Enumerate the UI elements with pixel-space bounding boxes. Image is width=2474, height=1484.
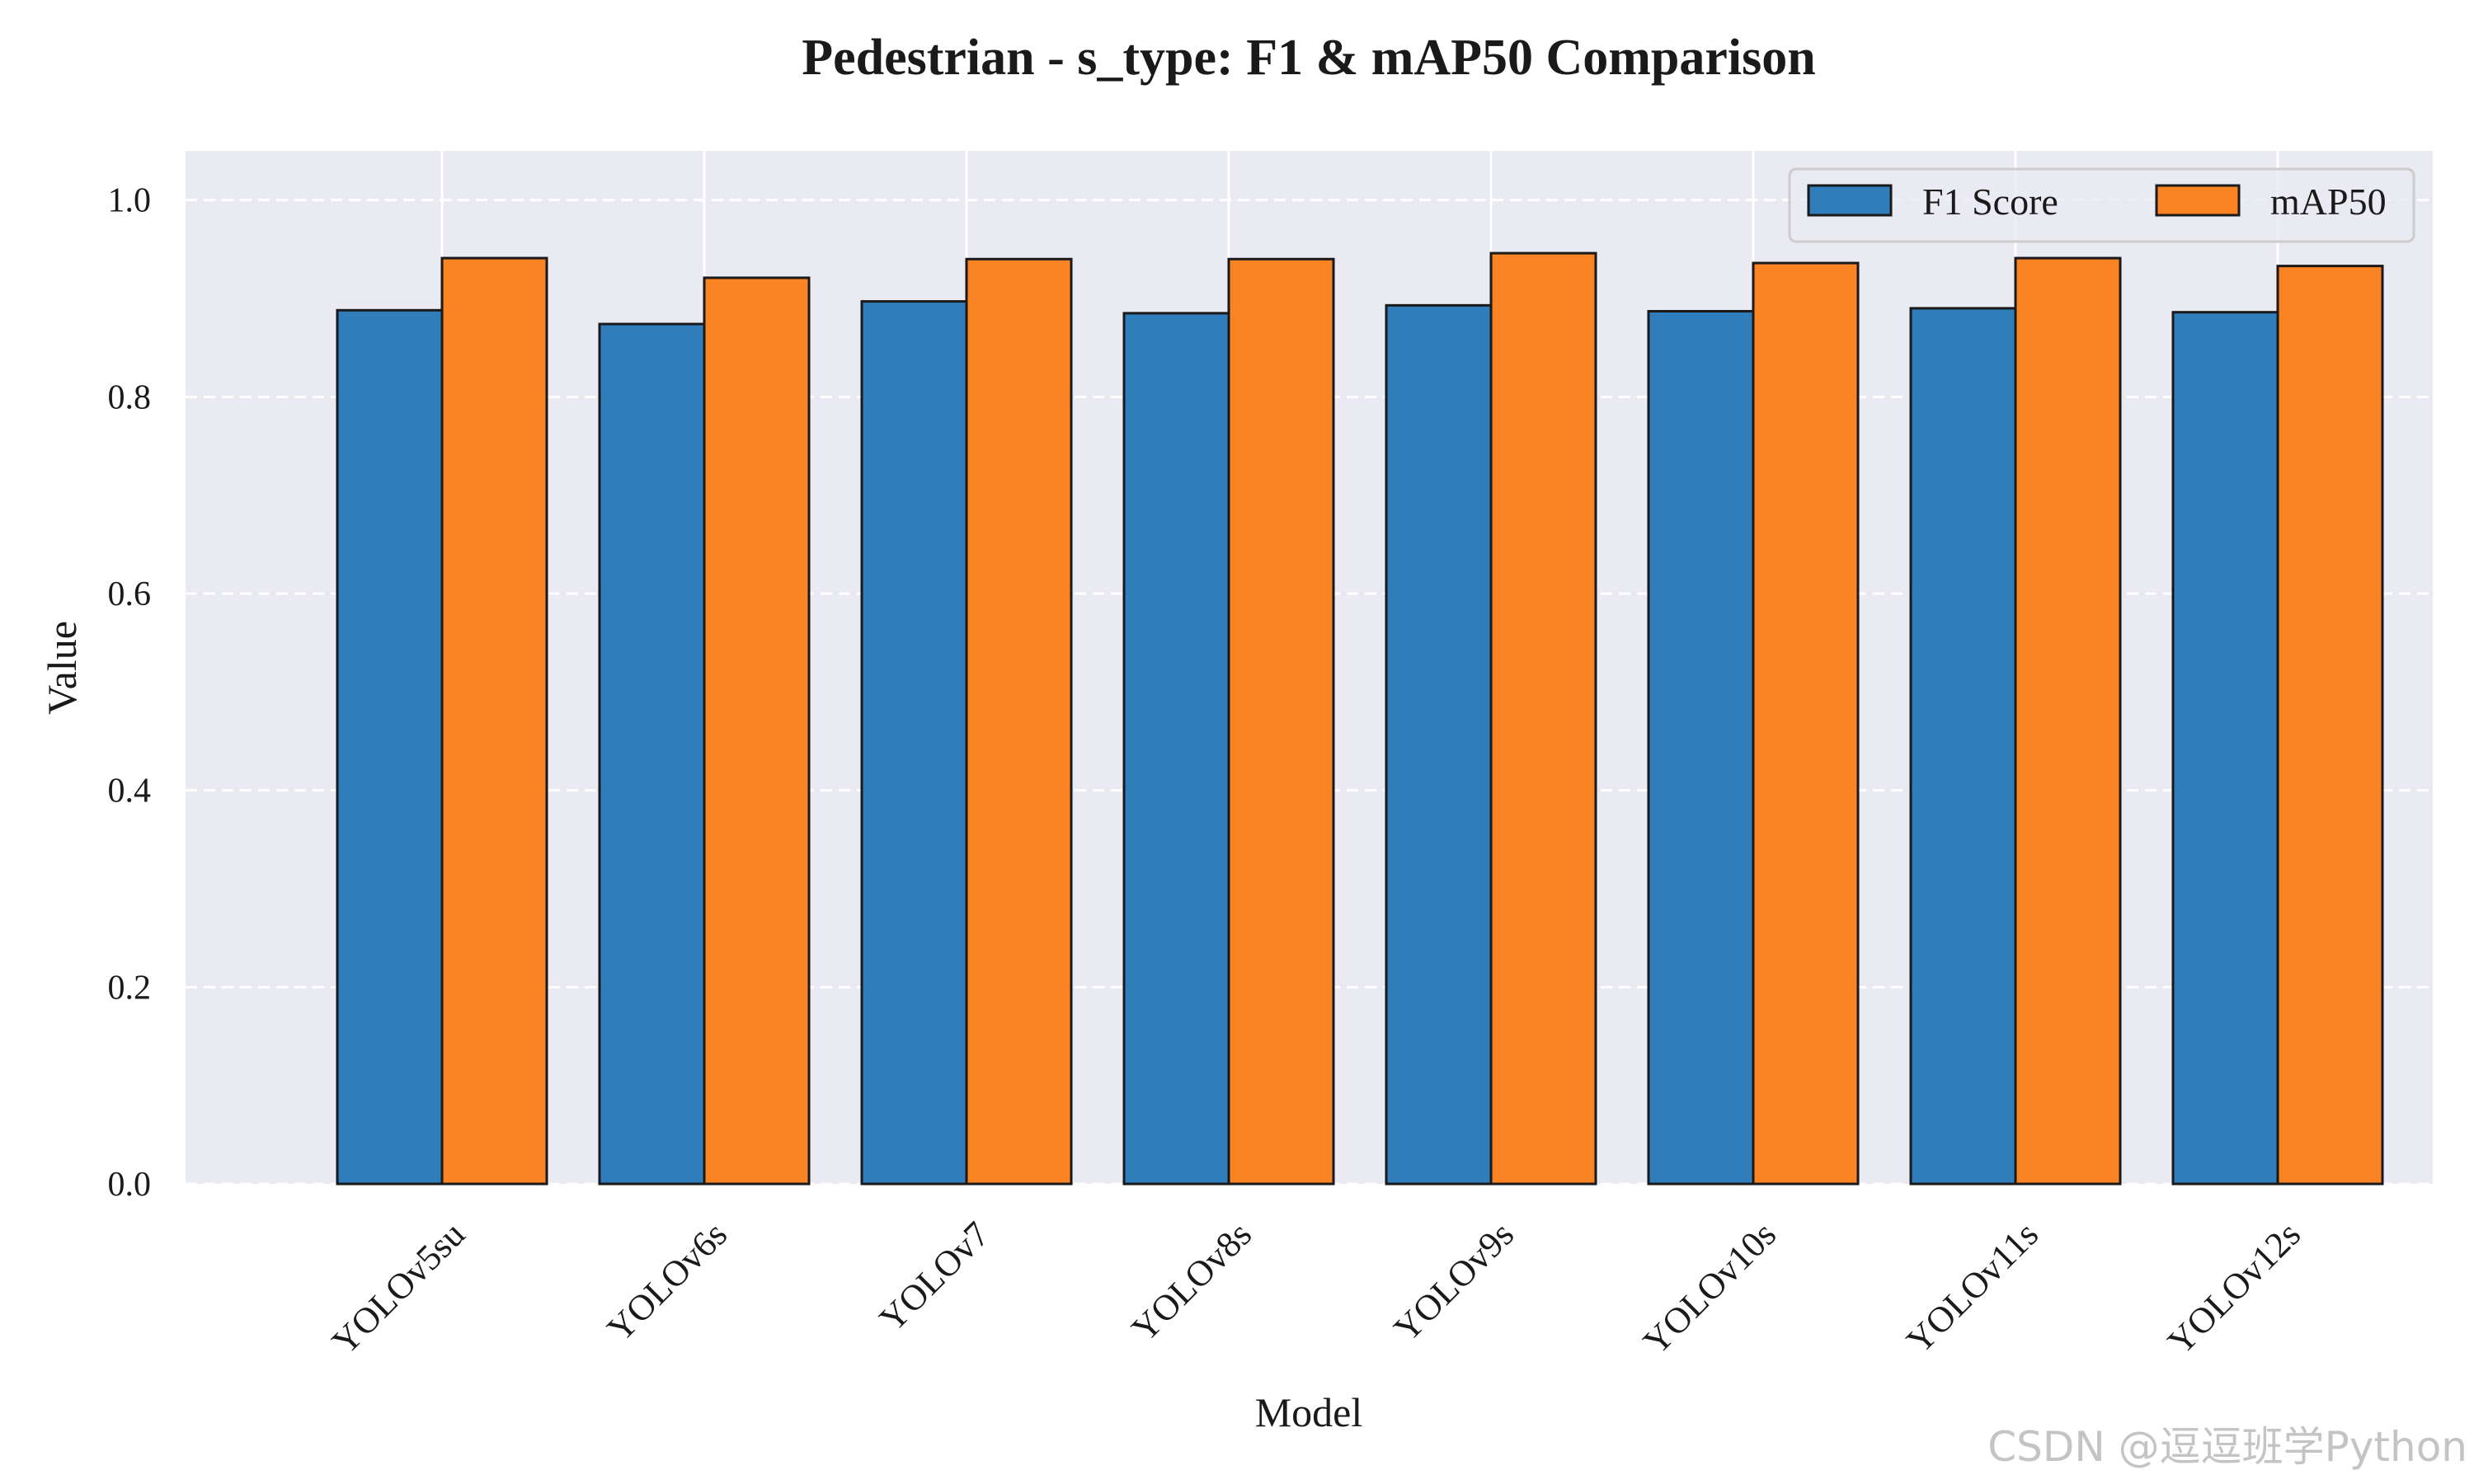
bar-f1-score-yolov5su (336, 308, 444, 1186)
bar-map50-yolov10s (1752, 261, 1860, 1186)
y-tick-label: 1.0 (108, 182, 152, 220)
legend-label-map50: mAP50 (2270, 181, 2387, 223)
bar-f1-score-yolov12s (2171, 311, 2279, 1186)
x-axis-label: Model (1255, 1389, 1363, 1435)
bar-f1-score-yolov11s (1909, 307, 2017, 1186)
bar-f1-score-yolov9s (1385, 303, 1493, 1186)
bar-f1-score-yolov7 (860, 300, 968, 1186)
watermark: CSDN @逗逗班学Python (1987, 1423, 2467, 1471)
bars (336, 251, 2384, 1186)
bar-map50-yolov7 (965, 257, 1073, 1186)
y-tick-label: 0.0 (108, 1166, 152, 1204)
legend-box (1788, 167, 2415, 243)
y-tick-labels: 0.0 0.2 0.4 0.6 0.8 1.0 (108, 182, 152, 1204)
y-tick-label: 0.6 (108, 575, 152, 613)
legend-swatch-map50 (2155, 184, 2241, 217)
bar-f1-score-yolov6s (598, 322, 706, 1186)
legend: F1 Score mAP50 (1788, 167, 2415, 243)
y-tick-label: 0.4 (108, 773, 152, 810)
bar-map50-yolov8s (1227, 257, 1335, 1186)
y-axis-label: Value (39, 621, 85, 715)
bar-map50-yolov5su (440, 256, 548, 1186)
bar-f1-score-yolov8s (1122, 312, 1230, 1186)
legend-label-f1-score: F1 Score (1922, 181, 2058, 223)
bar-f1-score-yolov10s (1647, 310, 1755, 1186)
bar-map50-yolov6s (703, 276, 811, 1186)
bar-map50-yolov11s (2014, 256, 2122, 1186)
chart-title: Pedestrian - s_type: F1 & mAP50 Comparis… (802, 30, 1816, 86)
bar-map50-yolov12s (2276, 265, 2384, 1186)
y-tick-label: 0.8 (108, 378, 152, 416)
bar-map50-yolov9s (1489, 251, 1597, 1186)
legend-swatch-f1-score (1807, 184, 1893, 217)
y-tick-label: 0.2 (108, 969, 152, 1007)
